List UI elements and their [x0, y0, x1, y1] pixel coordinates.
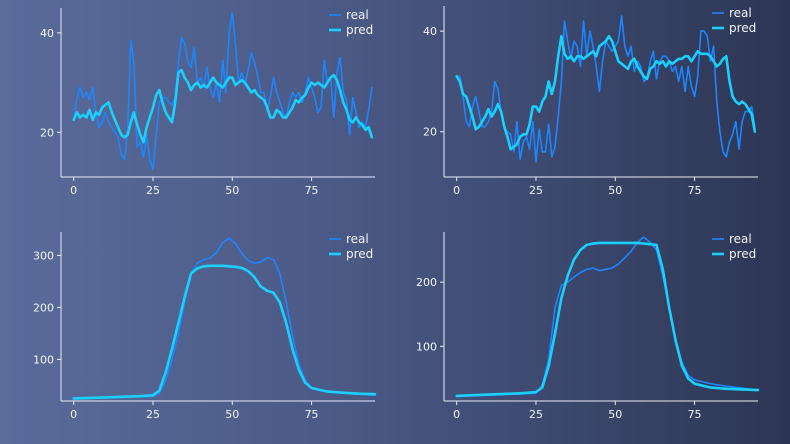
x-tick-label: 25 — [529, 184, 543, 197]
x-tick-label: 75 — [305, 408, 319, 421]
y-tick-label: 40 — [40, 27, 54, 40]
x-tick-label: 0 — [453, 184, 460, 197]
x-tick-label: 75 — [688, 184, 702, 197]
y-tick-label: 100 — [33, 353, 54, 366]
legend-label-real: real — [346, 8, 369, 22]
y-tick-label: 20 — [40, 126, 54, 139]
legend-label-pred: pred — [729, 21, 756, 35]
legend-label-pred: pred — [346, 247, 373, 261]
series-line-pred — [455, 241, 760, 398]
series-line-real — [72, 237, 376, 400]
series-line-real — [455, 15, 756, 163]
y-tick-label: 200 — [416, 276, 437, 289]
series-line-pred — [72, 264, 377, 400]
x-tick-label: 50 — [608, 184, 622, 197]
y-tick-label: 20 — [423, 126, 437, 139]
y-tick-label: 200 — [33, 301, 54, 314]
series-line-real — [72, 12, 373, 171]
x-tick-label: 50 — [225, 184, 239, 197]
series-line-pred — [72, 68, 374, 144]
legend-label-real: real — [346, 232, 369, 246]
x-tick-label: 25 — [529, 408, 543, 421]
x-tick-label: 0 — [453, 408, 460, 421]
series-line-pred — [455, 34, 757, 151]
legend-label-real: real — [729, 232, 752, 246]
x-tick-label: 50 — [225, 408, 239, 421]
x-tick-label: 50 — [608, 408, 622, 421]
x-tick-label: 75 — [688, 408, 702, 421]
y-tick-label: 300 — [33, 249, 54, 262]
y-tick-label: 100 — [416, 340, 437, 353]
y-tick-label: 40 — [423, 25, 437, 38]
x-tick-label: 25 — [146, 184, 160, 197]
x-tick-label: 75 — [305, 184, 319, 197]
x-tick-label: 25 — [146, 408, 160, 421]
series-line-real — [455, 236, 759, 398]
x-tick-label: 0 — [70, 408, 77, 421]
x-tick-label: 0 — [70, 184, 77, 197]
legend-label-real: real — [729, 6, 752, 20]
legend-label-pred: pred — [346, 23, 373, 37]
legend-label-pred: pred — [729, 247, 756, 261]
